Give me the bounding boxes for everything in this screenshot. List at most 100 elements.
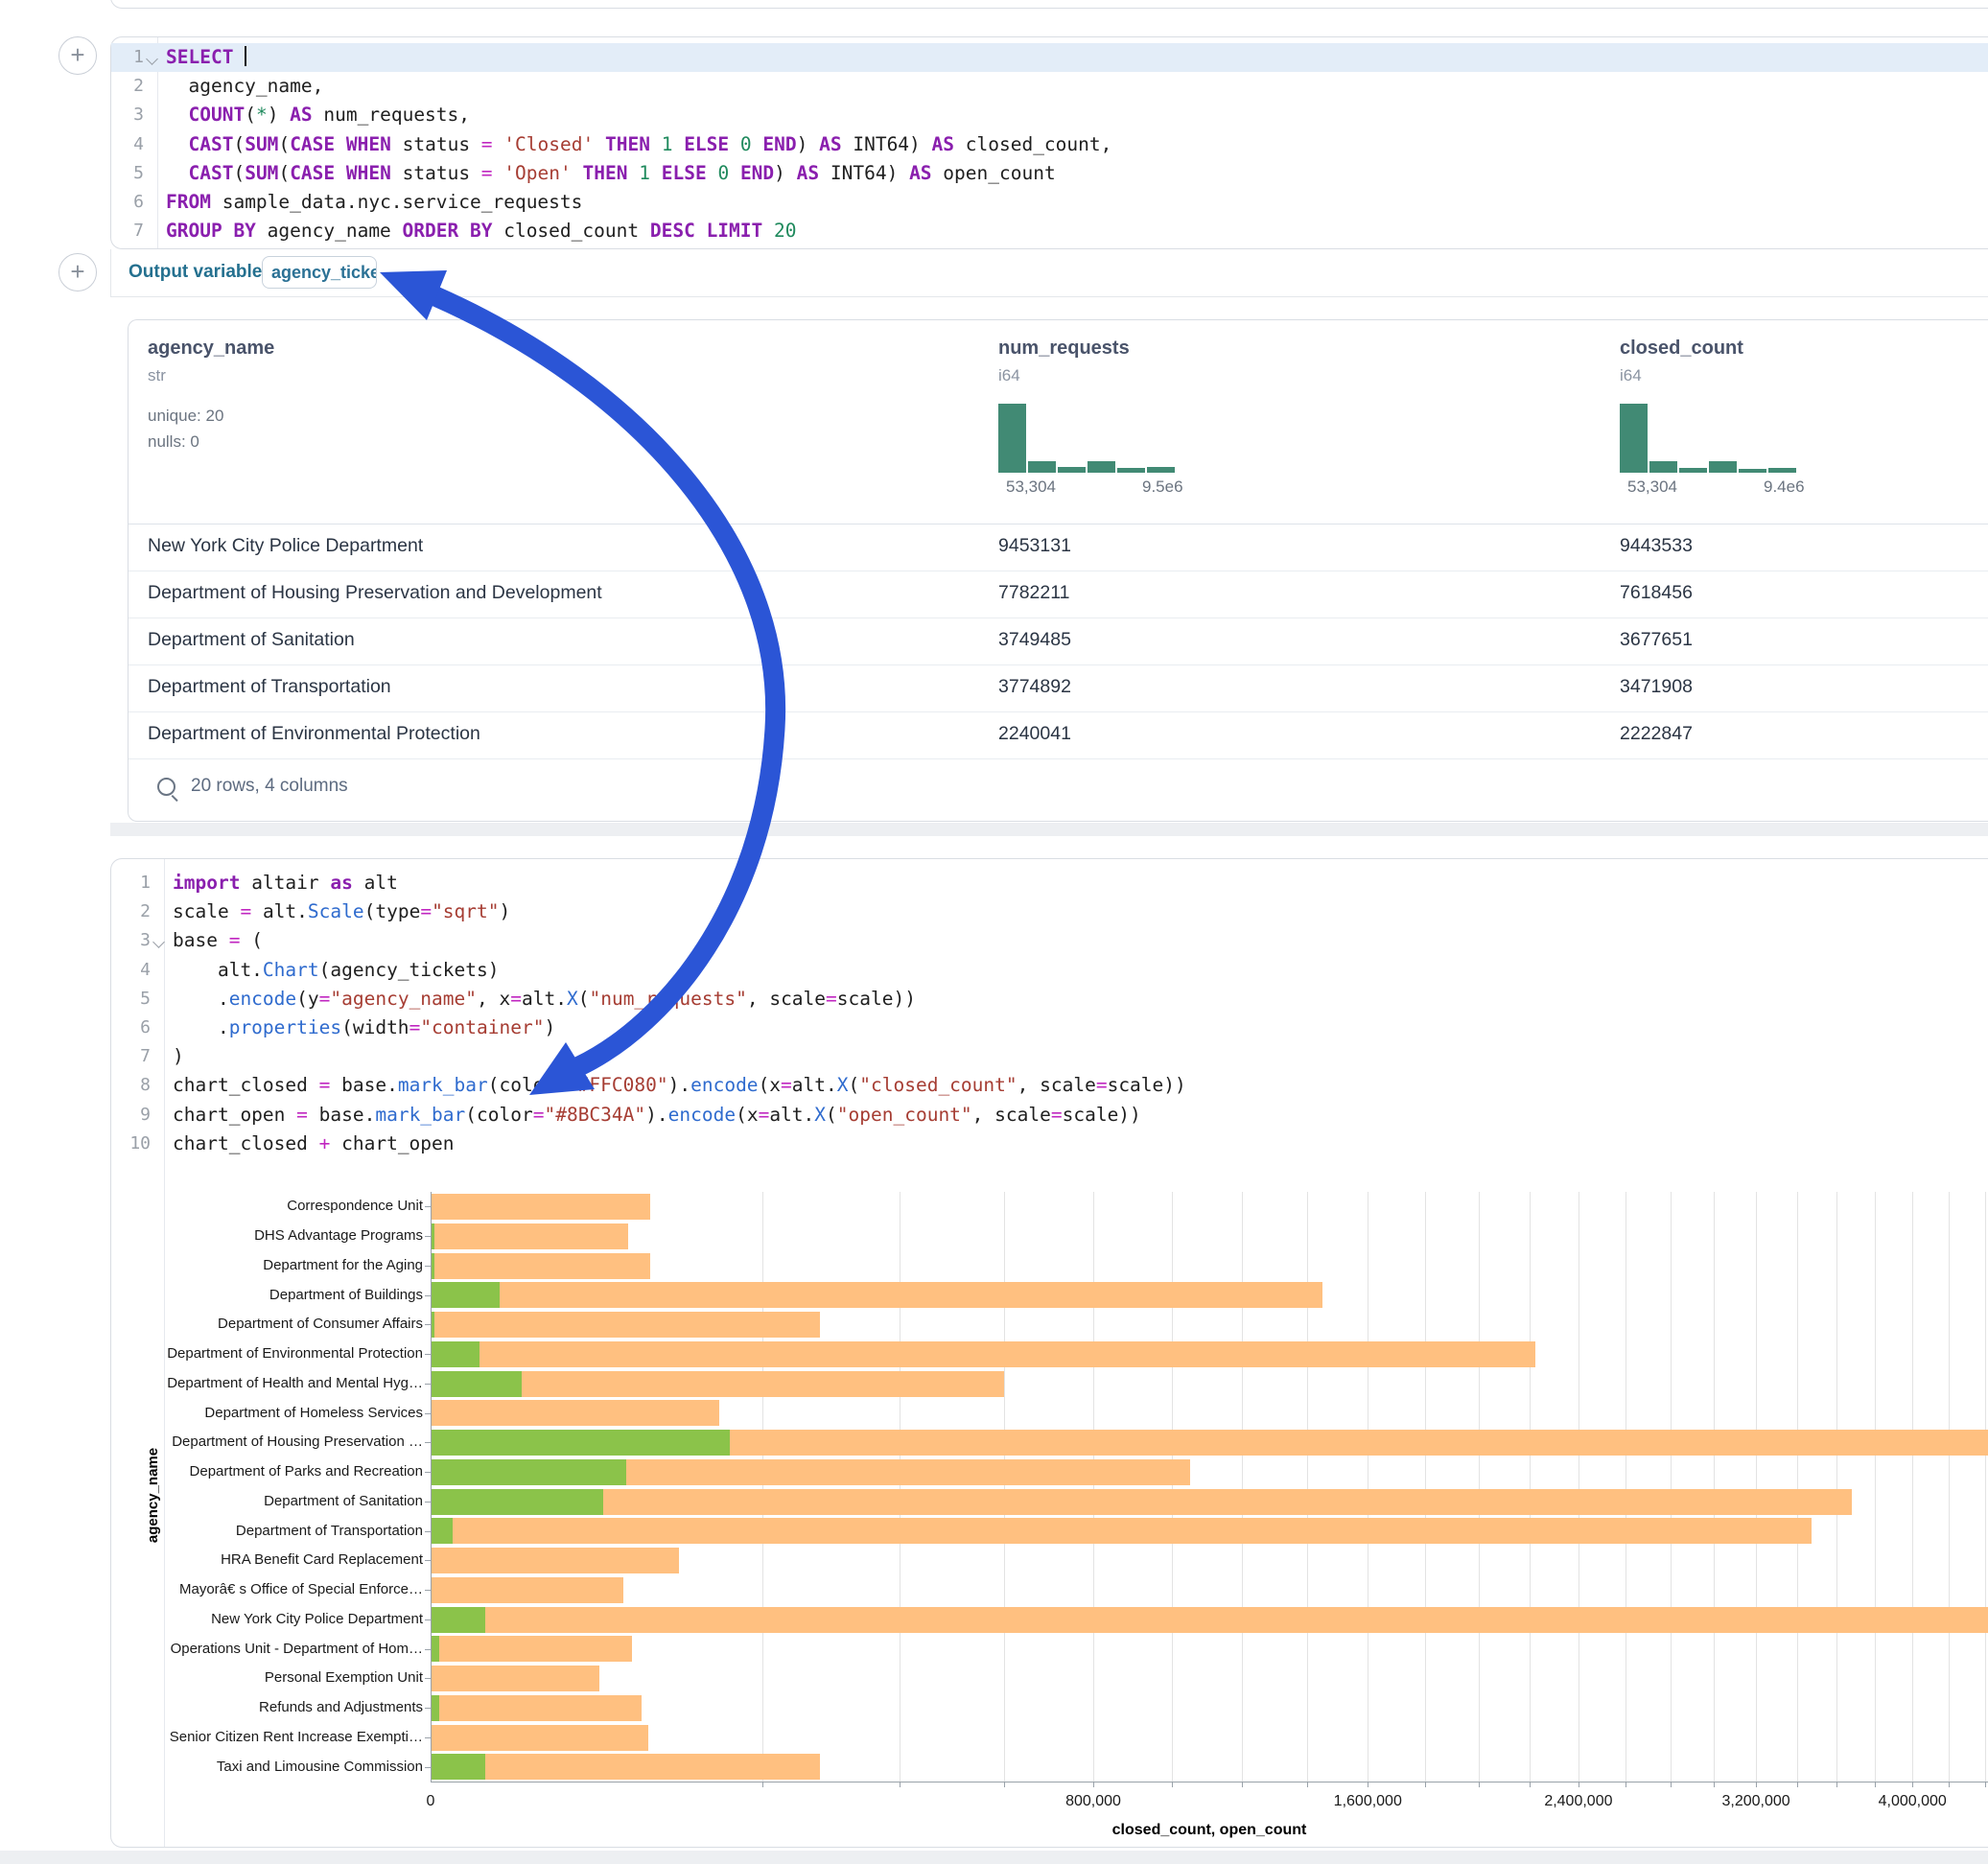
- code-text: ): [173, 1045, 184, 1068]
- line-number: 2: [133, 76, 144, 97]
- column-histogram: [1620, 404, 1798, 473]
- code-line[interactable]: 4 CAST(SUM(CASE WHEN status = 'Closed' T…: [111, 130, 1988, 159]
- histogram-max-label: 9.5e6: [1142, 478, 1183, 496]
- line-number: 9: [140, 1104, 151, 1125]
- code-line[interactable]: 9 chart_open = base.mark_bar(color="#8BC3…: [111, 1101, 1988, 1130]
- line-number: 4: [133, 133, 144, 154]
- code-text: scale = alt.Scale(type="sqrt"): [173, 900, 511, 923]
- line-number: 6: [133, 191, 144, 212]
- code-text: chart_closed + chart_open: [173, 1131, 455, 1154]
- code-line[interactable]: 6 .properties(width="container"): [111, 1014, 1988, 1042]
- line-number: 1: [133, 47, 144, 67]
- page-bottom-gap: [0, 1851, 1988, 1864]
- code-line[interactable]: 4 alt.Chart(agency_tickets): [111, 956, 1988, 985]
- cell-closed-count: 3677651: [1620, 629, 1693, 650]
- line-number: 8: [140, 1075, 151, 1096]
- row-count-label: 20 rows, 4 columns: [191, 776, 348, 796]
- line-number: 4: [140, 959, 151, 980]
- column-type: i64: [998, 366, 1020, 384]
- line-number: 2: [140, 901, 151, 922]
- code-line[interactable]: 2 agency_name,: [111, 72, 1988, 101]
- column-header-agency_name[interactable]: agency_name: [148, 338, 275, 359]
- column-histogram: [998, 404, 1177, 473]
- code-line[interactable]: 7): [111, 1042, 1988, 1071]
- table-row: Department of Sanitation 3749485 3677651: [129, 617, 1988, 665]
- cell-agency-name: Department of Housing Preservation and D…: [148, 582, 602, 603]
- code-line[interactable]: 7 GROUP BY agency_name ORDER BY closed_co…: [111, 217, 1988, 245]
- code-text: base = (: [173, 929, 263, 952]
- histogram-min-label: 53,304: [1627, 478, 1677, 496]
- code-text: chart_closed = base.mark_bar(color="#FFC…: [173, 1074, 1186, 1097]
- cell-num-requests: 2240041: [998, 723, 1071, 744]
- line-number: 6: [140, 1016, 151, 1037]
- cell-num-requests: 9453131: [998, 535, 1071, 556]
- code-text: alt.Chart(agency_tickets): [173, 958, 500, 981]
- code-text: CAST(SUM(CASE WHEN status = 'Closed' THE…: [188, 132, 1112, 155]
- gutter-divider: [157, 37, 158, 248]
- cell-num-requests: 7782211: [998, 582, 1070, 603]
- line-number: 5: [133, 162, 144, 183]
- table-row: Department of Environmental Protection 22…: [129, 711, 1988, 759]
- column-stat: nulls: 0: [148, 432, 199, 451]
- code-text: SELECT: [166, 43, 247, 72]
- cell-closed-count: 7618456: [1620, 582, 1693, 603]
- column-stat: unique: 20: [148, 407, 224, 425]
- line-number: 5: [140, 988, 151, 1009]
- output-variable-pill[interactable]: agency_tickets: [262, 256, 377, 289]
- cell-num-requests: 3774892: [998, 676, 1071, 697]
- code-text: .properties(width="container"): [173, 1015, 556, 1038]
- code-line[interactable]: 6 FROM sample_data.nyc.service_requests: [111, 188, 1988, 217]
- code-text: chart_open = base.mark_bar(color="#8BC34…: [173, 1103, 1141, 1126]
- line-number: 3: [140, 930, 151, 951]
- cell-gap: [110, 823, 1988, 836]
- code-line[interactable]: 5 CAST(SUM(CASE WHEN status = 'Open' THE…: [111, 159, 1988, 188]
- add-cell-button-middle[interactable]: +: [58, 253, 97, 291]
- cell-agency-name: Department of Transportation: [148, 676, 391, 697]
- code-text: FROM sample_data.nyc.service_requests: [166, 190, 583, 213]
- code-text: CAST(SUM(CASE WHEN status = 'Open' THEN …: [188, 161, 1056, 184]
- column-header-num_requests[interactable]: num_requests: [998, 338, 1130, 359]
- gutter-divider: [164, 859, 165, 1847]
- histogram-min-label: 53,304: [1006, 478, 1056, 496]
- cell-agency-name: Department of Sanitation: [148, 629, 355, 650]
- output-variable-label: Output variable:: [129, 262, 269, 282]
- code-line[interactable]: 10 chart_closed + chart_open: [111, 1130, 1988, 1158]
- code-text: agency_name,: [166, 75, 324, 98]
- text-cursor: [245, 46, 247, 66]
- column-type: str: [148, 366, 166, 384]
- code-text: import altair as alt: [173, 872, 398, 894]
- code-text: COUNT(*) AS num_requests,: [188, 104, 471, 127]
- sql-code-editor[interactable]: 1 SELECT 2 agency_name, 3 COUNT(*) AS num_…: [111, 43, 1988, 245]
- line-number: 10: [129, 1132, 151, 1153]
- line-number: 7: [140, 1046, 151, 1067]
- table-footer: 20 rows, 4 columns: [129, 758, 1988, 822]
- table-row: New York City Police Department 9453131 94…: [129, 524, 1988, 571]
- table-row: Department of Transportation 3774892 34719…: [129, 664, 1988, 712]
- cell-agency-name: New York City Police Department: [148, 535, 424, 556]
- code-text: GROUP BY agency_name ORDER BY closed_cou…: [166, 220, 797, 243]
- line-number: 1: [140, 873, 151, 893]
- code-line[interactable]: 3 COUNT(*) AS num_requests,: [111, 101, 1988, 129]
- code-line[interactable]: 8 chart_closed = base.mark_bar(color="#FF…: [111, 1071, 1988, 1100]
- table-row: Department of Housing Preservation and D…: [129, 571, 1988, 618]
- code-line[interactable]: 1 SELECT: [111, 43, 1988, 73]
- code-line[interactable]: 2 scale = alt.Scale(type="sqrt"): [111, 897, 1988, 926]
- search-icon[interactable]: [157, 778, 175, 796]
- column-type: i64: [1620, 366, 1642, 384]
- line-number: 7: [133, 221, 144, 242]
- cell-num-requests: 3749485: [998, 629, 1071, 650]
- line-number: 3: [133, 105, 144, 126]
- code-line[interactable]: 3 base = (: [111, 926, 1988, 955]
- sql-cell[interactable]: 1 SELECT 2 agency_name, 3 COUNT(*) AS num_…: [110, 36, 1988, 249]
- cell-agency-name: Department of Environmental Protection: [148, 723, 480, 744]
- cell-closed-count: 3471908: [1620, 676, 1693, 697]
- column-header-closed_count[interactable]: closed_count: [1620, 338, 1743, 359]
- cell-closed-count: 2222847: [1620, 723, 1693, 744]
- cell-closed-count: 9443533: [1620, 535, 1693, 556]
- histogram-max-label: 9.4e6: [1764, 478, 1805, 496]
- code-line[interactable]: 1 import altair as alt: [111, 869, 1988, 897]
- add-cell-button-top[interactable]: +: [58, 36, 97, 75]
